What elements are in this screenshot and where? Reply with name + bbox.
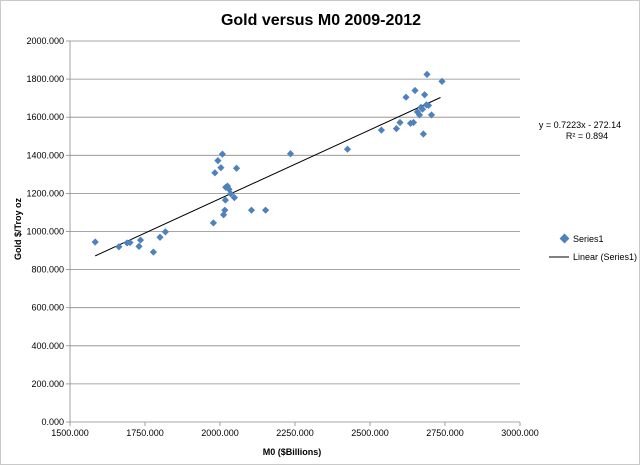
- data-point: [438, 77, 446, 85]
- x-tick-labels: 1500.000 1750.000 2000.000 2250.000 2500.000…: [51, 428, 539, 438]
- trendline-layer: [94, 97, 441, 257]
- data-point: [221, 196, 229, 204]
- data-point: [217, 164, 225, 172]
- data-point: [161, 228, 169, 236]
- data-point: [392, 125, 400, 133]
- data-point: [419, 130, 427, 138]
- data-point: [423, 70, 431, 78]
- x-axis-title: M0 ($Billions): [263, 447, 322, 457]
- legend-label-linear: Linear (Series1): [573, 252, 637, 262]
- y-tick-label: 1400.000: [26, 150, 64, 160]
- y-tick-label: 200.000: [31, 379, 64, 389]
- data-point: [115, 243, 123, 251]
- y-tick-label: 800.000: [31, 265, 64, 275]
- data-point: [377, 126, 385, 134]
- legend: Series1 Linear (Series1): [549, 233, 637, 262]
- data-point: [149, 248, 157, 256]
- data-point: [424, 101, 433, 109]
- data-point: [402, 93, 410, 101]
- data-points: [91, 70, 446, 256]
- data-point: [136, 236, 145, 244]
- data-point: [211, 169, 219, 177]
- data-point: [214, 157, 222, 165]
- data-point: [247, 206, 256, 214]
- data-point: [418, 105, 427, 113]
- axes: [66, 40, 521, 426]
- chart-title: Gold versus M0 2009-2012: [221, 12, 421, 29]
- x-tick-label: 2750.000: [426, 428, 464, 438]
- data-point: [230, 193, 238, 202]
- data-point: [262, 206, 270, 214]
- legend-label-series1: Series1: [573, 234, 604, 244]
- gridlines: [70, 40, 520, 385]
- data-point: [343, 145, 352, 153]
- data-point: [218, 150, 226, 158]
- data-point: [286, 150, 295, 158]
- trendline-equation: y = 0.7223x - 272.14: [539, 120, 621, 130]
- data-point: [156, 233, 164, 241]
- data-point: [415, 111, 424, 119]
- x-tick-label: 2000.000: [201, 428, 239, 438]
- y-tick-label: 1800.000: [26, 74, 64, 84]
- data-point: [411, 86, 419, 95]
- x-tick-label: 3000.000: [501, 428, 539, 438]
- data-point: [209, 219, 217, 227]
- x-tick-label: 1750.000: [126, 428, 164, 438]
- data-point: [396, 118, 404, 127]
- data-point: [413, 108, 421, 116]
- data-point: [409, 118, 418, 127]
- trendline: [94, 97, 441, 257]
- data-point: [227, 190, 235, 198]
- y-tick-labels: 0.000 200.000 400.000 600.000 800.000 1000.00…: [26, 36, 64, 427]
- data-point: [91, 238, 99, 246]
- y-tick-label: 1200.000: [26, 188, 64, 198]
- y-tick-label: 1000.000: [26, 227, 64, 237]
- y-tick-label: 2000.000: [26, 36, 64, 46]
- data-point: [221, 206, 229, 214]
- data-point: [421, 91, 429, 99]
- x-tick-label: 2250.000: [276, 428, 314, 438]
- y-tick-label: 1600.000: [26, 112, 64, 122]
- x-tick-label: 2500.000: [351, 428, 389, 438]
- r-squared-label: R² = 0.894: [566, 131, 608, 141]
- y-tick-label: 400.000: [31, 341, 64, 351]
- x-tick-label: 1500.000: [51, 428, 89, 438]
- data-point: [135, 242, 143, 250]
- y-axis-title: Gold $/Troy oz: [13, 198, 23, 261]
- data-point: [427, 111, 436, 119]
- y-tick-label: 0.000: [41, 417, 64, 427]
- legend-marker-diamond: [559, 233, 570, 244]
- y-tick-label: 600.000: [31, 303, 64, 313]
- data-point: [232, 164, 241, 172]
